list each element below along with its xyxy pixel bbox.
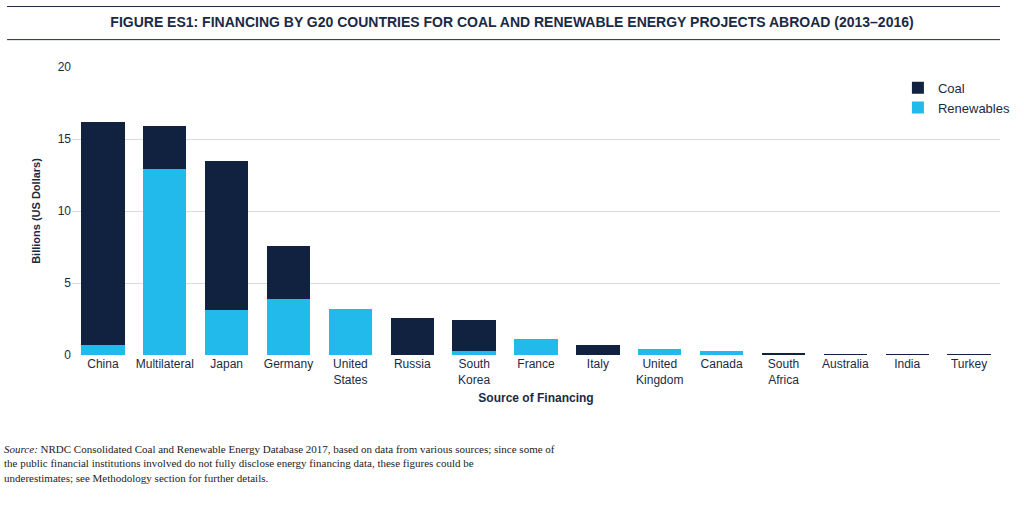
svg-text:Renewables: Renewables [938,101,1010,116]
svg-text:Japan: Japan [210,357,243,371]
svg-text:Coal: Coal [938,81,965,96]
svg-text:SouthKorea: SouthKorea [458,357,490,387]
svg-text:SouthAfrica: SouthAfrica [768,357,799,387]
svg-text:FIGURE ES1: FINANCING BY G20 C: FIGURE ES1: FINANCING BY G20 COUNTRIES F… [110,14,913,30]
svg-text:Billions (US Dollars): Billions (US Dollars) [30,158,42,264]
svg-text:UnitedStates: UnitedStates [333,357,368,387]
svg-text:10: 10 [58,204,72,218]
svg-text:Turkey: Turkey [951,357,987,371]
svg-text:Italy: Italy [587,357,609,371]
svg-text:India: India [894,357,920,371]
svg-text:5: 5 [64,276,71,290]
svg-text:Multilateral: Multilateral [136,357,194,371]
svg-text:China: China [87,357,119,371]
svg-text:Source of Financing: Source of Financing [478,391,593,405]
svg-text:Australia: Australia [822,357,869,371]
svg-text:Germany: Germany [264,357,313,371]
svg-text:Canada: Canada [701,357,743,371]
svg-text:20: 20 [58,60,72,74]
svg-text:France: France [517,357,555,371]
svg-text:15: 15 [58,132,72,146]
svg-text:Russia: Russia [394,357,431,371]
svg-text:Source: NRDC Consolidated Coal: Source: NRDC Consolidated Coal and Renew… [4,443,555,484]
svg-text:0: 0 [64,348,71,362]
svg-text:UnitedKingdom: UnitedKingdom [636,357,683,387]
